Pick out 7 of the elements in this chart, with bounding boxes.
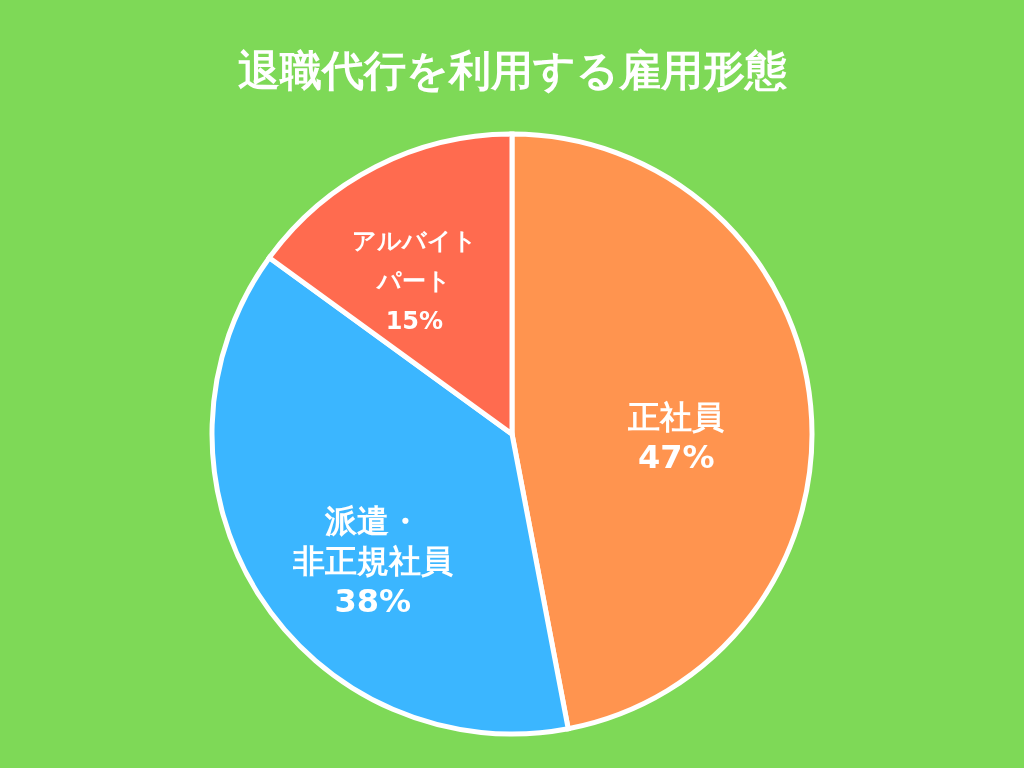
slice-label: 派遣・非正規社員	[291, 502, 453, 581]
data-label: 47%	[637, 438, 715, 477]
chart-title: 退職代行を利用する雇用形態	[237, 46, 787, 95]
slice-label: アルバイトパート	[351, 227, 477, 296]
data-label: 15%	[385, 307, 444, 336]
slice-label: 正社員	[627, 398, 725, 437]
data-label: 38%	[334, 582, 411, 621]
